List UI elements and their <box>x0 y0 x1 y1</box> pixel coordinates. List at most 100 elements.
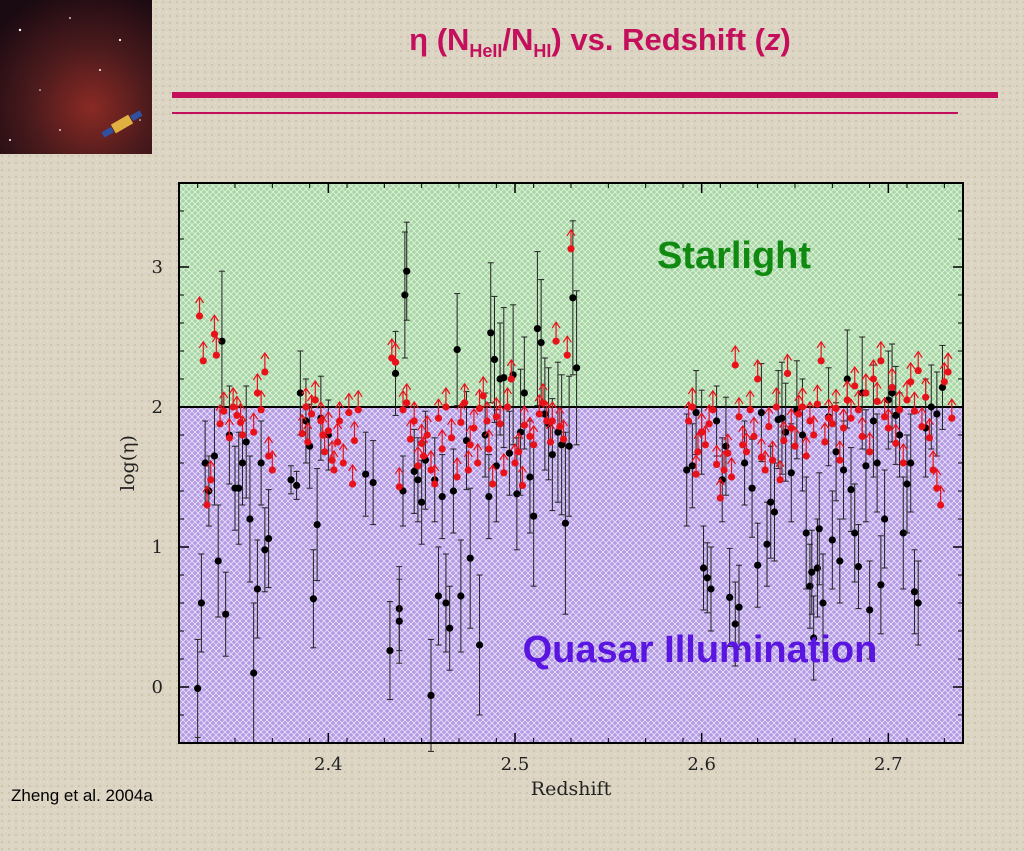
data-point-detection <box>253 539 261 639</box>
data-point-lower-limit <box>790 426 800 450</box>
title-part: (N <box>428 22 470 57</box>
data-point-lower-limit <box>853 389 863 414</box>
data-point-lower-limit <box>559 419 569 443</box>
data-point-detection <box>418 459 426 545</box>
data-point-lower-limit <box>260 351 270 376</box>
data-point-detection <box>770 462 779 562</box>
data-point-detection <box>754 522 762 608</box>
data-point-lower-limit <box>857 416 867 440</box>
data-point-lower-limit <box>506 358 516 383</box>
data-point-lower-limit <box>460 382 470 407</box>
data-point-detection <box>434 546 443 646</box>
data-point-lower-limit <box>883 407 893 432</box>
region-quasar <box>179 407 963 743</box>
space-telescope-image <box>0 0 152 154</box>
data-point-lower-limit <box>697 412 707 436</box>
data-point-detection <box>873 413 881 513</box>
data-point-detection <box>410 428 418 514</box>
data-point-lower-limit <box>409 400 419 425</box>
data-point-lower-limit <box>224 417 234 442</box>
data-point-lower-limit <box>902 379 912 404</box>
data-point-lower-limit <box>745 389 755 414</box>
data-point-detection <box>884 350 892 450</box>
data-point-lower-limit <box>850 365 860 390</box>
data-point-lower-limit <box>447 417 457 442</box>
data-point-lower-limit <box>753 358 763 383</box>
data-point-lower-limit <box>779 420 789 445</box>
data-point-detection <box>210 406 219 506</box>
data-point-lower-limit <box>947 398 957 422</box>
region-label-starlight: Starlight <box>657 235 811 277</box>
data-point-lower-limit <box>202 484 212 509</box>
title-eta: η <box>409 22 429 57</box>
data-point-detection <box>218 270 226 412</box>
data-point-lower-limit <box>812 384 822 408</box>
data-point-lower-limit <box>932 468 942 492</box>
data-point-lower-limit <box>517 465 527 489</box>
data-point-lower-limit <box>430 463 440 488</box>
data-point-lower-limit <box>876 340 886 365</box>
x-tick-label: 2.7 <box>874 754 903 775</box>
data-point-detection <box>699 525 708 611</box>
data-point-lower-limit <box>723 433 733 457</box>
data-point-lower-limit <box>206 459 216 484</box>
data-point-lower-limit <box>391 342 401 366</box>
data-point-lower-limit <box>693 431 703 456</box>
data-point-lower-limit <box>478 375 488 400</box>
data-point-detection <box>257 420 265 506</box>
data-point-lower-limit <box>872 381 882 405</box>
data-point-detection <box>362 431 370 517</box>
data-point-detection <box>866 560 874 660</box>
data-point-detection <box>832 402 840 502</box>
title-rule-thin <box>172 112 958 114</box>
x-tick-label: 2.4 <box>314 754 343 775</box>
y-axis-label: log(η) <box>117 435 139 491</box>
x-tick-label: 2.5 <box>501 754 530 775</box>
data-point-lower-limit <box>727 456 737 481</box>
title-subscript-heii: HeII <box>469 41 503 62</box>
data-point-lower-limit <box>405 419 415 443</box>
data-point-lower-limit <box>394 466 404 491</box>
data-point-detection <box>914 560 922 646</box>
data-point-detection <box>442 553 450 653</box>
data-point-detection <box>888 343 896 443</box>
data-point-detection <box>500 307 508 449</box>
data-point-lower-limit <box>700 424 710 449</box>
data-point-detection <box>847 447 855 533</box>
data-point-detection <box>487 262 495 404</box>
data-point-lower-limit <box>708 389 718 414</box>
title-part: ) <box>780 22 791 57</box>
satellite-icon <box>101 110 143 138</box>
citation: Zheng et al. 2004a <box>11 786 153 805</box>
data-point-detection <box>235 431 243 545</box>
data-point-detection <box>505 410 513 496</box>
data-point-lower-limit <box>195 295 205 320</box>
title-part: ) vs. Redshift ( <box>551 22 766 57</box>
data-point-lower-limit <box>488 463 498 488</box>
data-point-lower-limit <box>794 393 804 418</box>
data-point-detection <box>726 547 734 647</box>
data-point-lower-limit <box>809 414 819 439</box>
data-point-detection <box>466 487 474 629</box>
data-point-detection <box>554 361 562 503</box>
data-point-lower-limit <box>887 367 897 391</box>
data-point-lower-limit <box>297 413 307 438</box>
data-point-lower-limit <box>768 440 778 464</box>
data-point-detection <box>815 472 823 586</box>
data-point-detection <box>869 364 878 478</box>
data-point-lower-limit <box>764 406 774 431</box>
data-point-detection <box>862 409 870 523</box>
data-point-detection <box>201 420 209 506</box>
x-tick-label: 2.6 <box>687 754 716 775</box>
data-point-detection <box>520 336 528 450</box>
data-point-detection <box>735 564 743 650</box>
data-point-lower-limit <box>801 435 811 460</box>
data-point-lower-limit <box>320 431 330 456</box>
data-point-detection <box>222 571 230 657</box>
data-point-lower-limit <box>514 431 524 456</box>
data-point-lower-limit <box>909 391 919 415</box>
data-point-lower-limit <box>687 386 697 411</box>
data-point-lower-limit <box>555 406 565 431</box>
data-point-detection <box>707 546 715 632</box>
